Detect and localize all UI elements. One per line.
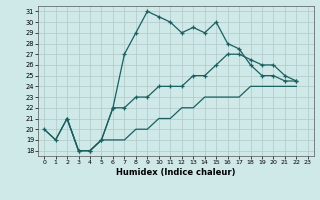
X-axis label: Humidex (Indice chaleur): Humidex (Indice chaleur) (116, 168, 236, 177)
